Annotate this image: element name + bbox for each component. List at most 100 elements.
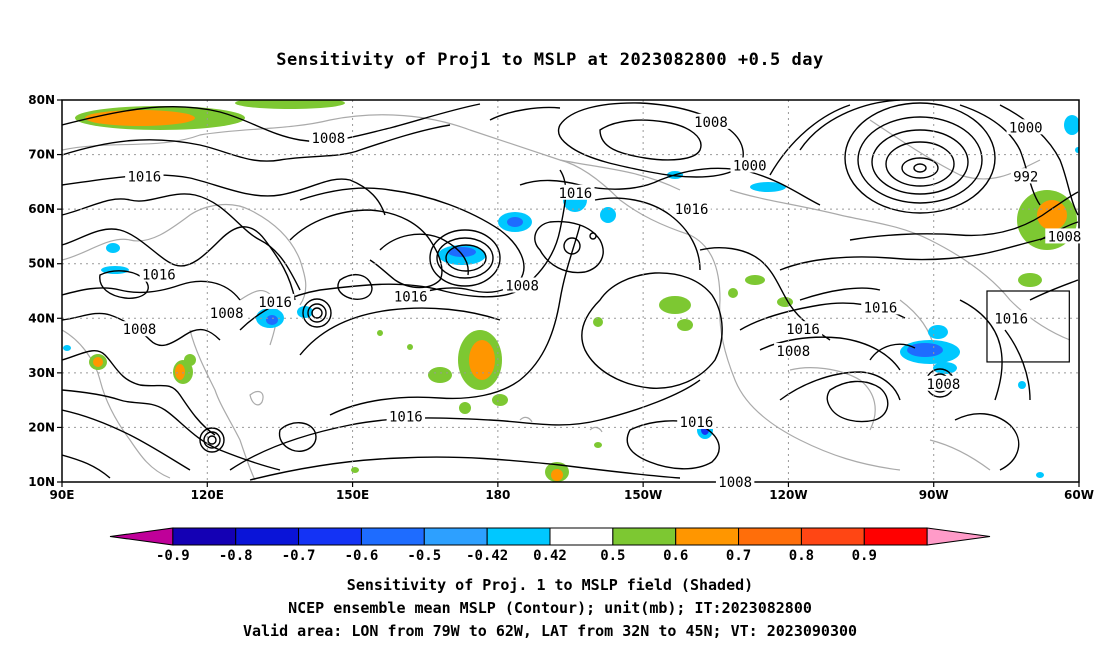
contour-label-bg — [125, 168, 164, 184]
contour-label: 1008 — [311, 131, 345, 147]
contour-label: 1016 — [994, 311, 1028, 327]
contour-label-bg — [992, 310, 1031, 326]
colorbar-label: -0.5 — [407, 548, 441, 564]
contour-label: 1008 — [505, 279, 539, 295]
mslp-contours — [62, 100, 1079, 481]
contour-label: 1008 — [694, 115, 728, 131]
colorbar-swatch — [360, 527, 425, 546]
colorbar-swatch — [738, 527, 802, 546]
contour-label: 1016 — [142, 268, 176, 284]
lat-tick-label: 70N — [28, 148, 55, 162]
contour-label-bg — [730, 157, 769, 173]
colorbar-swatch — [172, 527, 237, 546]
caption-line-2: NCEP ensemble mean MSLP (Contour); unit(… — [288, 599, 812, 617]
sensitivity-shading — [63, 100, 1079, 482]
contour-label-bg — [391, 288, 430, 304]
colorbar-swatch — [423, 527, 488, 546]
caption: Sensitivity of Proj. 1 to MSLP field (Sh… — [0, 574, 1100, 643]
colorbar-swatch — [486, 527, 551, 546]
contour-label-bg — [677, 413, 716, 429]
map-grid — [57, 99, 1080, 487]
contour-label-bg — [556, 184, 595, 200]
lat-tick-label: 60N — [28, 202, 55, 216]
colorbar-label: 0.9 — [852, 548, 877, 564]
lon-tick-label: 150E — [336, 488, 369, 502]
colorbar-label: 0.5 — [600, 548, 625, 564]
contour-label-bg — [774, 343, 813, 359]
colorbar-swatch — [612, 527, 677, 546]
caption-line-1: Sensitivity of Proj. 1 to MSLP field (Sh… — [346, 576, 754, 594]
lat-tick-label: 20N — [28, 420, 55, 434]
colorbar: -0.9 -0.8 -0.7 -0.6 -0.5 -0.42 0.42 0.5 0.6 0.7 0.… — [109, 527, 991, 564]
lon-tick-label: 120E — [191, 488, 224, 502]
contour-label: 1008 — [776, 344, 810, 360]
contour-label-bg — [386, 408, 426, 424]
contour-label-bg — [1010, 168, 1041, 184]
contour-label-bg — [924, 375, 963, 391]
lon-tick-label: 150W — [624, 488, 662, 502]
contour-label: 1016 — [389, 410, 423, 426]
contour-label: 1016 — [864, 300, 898, 316]
colorbar-swatch — [298, 527, 362, 546]
contour-label-bg — [715, 474, 755, 489]
contour-label: 1008 — [1048, 229, 1082, 245]
contour-label-bg — [783, 321, 823, 337]
contour-label: 1016 — [680, 415, 714, 431]
lon-tick-label: 90W — [919, 488, 949, 502]
lat-tick-label: 10N — [28, 475, 55, 489]
valid-box-rect — [986, 290, 1070, 363]
contour-label-bg — [1006, 119, 1045, 135]
contour-label: 1008 — [210, 306, 244, 322]
contour-label-bg — [120, 321, 159, 337]
axis-labels: 90E 120E 150E 180 150W 120W 90W 60W 10N 20N 30N 40N… — [28, 93, 1094, 502]
colorbar-label: 0.42 — [533, 548, 567, 564]
colorbar-label: -0.42 — [466, 548, 508, 564]
lat-tick-label: 50N — [28, 257, 55, 271]
lon-tick-label: 60W — [1064, 488, 1094, 502]
contour-label: 1016 — [558, 186, 592, 202]
contour-label: 1016 — [127, 169, 161, 185]
contour-label-bg — [1045, 228, 1084, 244]
colorbar-label: -0.9 — [156, 548, 190, 564]
contour-label-bg — [255, 293, 295, 309]
contour-label: 1000 — [733, 158, 767, 174]
contour-label: 1000 — [1009, 120, 1043, 136]
colorbar-swatch — [549, 527, 614, 546]
colorbar-swatch — [235, 527, 300, 546]
colorbar-label: -0.6 — [345, 548, 379, 564]
contour-labels: 1008 1016 1016 1008 1008 1016 1016 1008 1016 1016… — [120, 113, 1084, 491]
contour-label: 1016 — [675, 202, 709, 218]
lat-tick-label: 40N — [28, 311, 55, 325]
contour-label: 1008 — [927, 377, 961, 393]
colorbar-label: -0.7 — [282, 548, 316, 564]
map-frame — [61, 99, 1080, 483]
lon-tick-label: 180 — [485, 488, 510, 502]
contour-label: 1016 — [786, 322, 820, 338]
colorbar-swatch — [863, 527, 928, 546]
contour-label-bg — [139, 266, 179, 282]
lat-tick-label: 30N — [28, 366, 55, 380]
colorbar-label: 0.6 — [663, 548, 688, 564]
colorbar-end-high — [926, 527, 991, 546]
contour-label: 1008 — [718, 475, 752, 491]
lat-tick-label: 80N — [28, 93, 55, 107]
contour-label-bg — [691, 113, 731, 129]
contour-label-bg — [207, 304, 246, 320]
colorbar-label: 0.8 — [789, 548, 814, 564]
colorbar-swatch — [800, 527, 865, 546]
lon-tick-label: 90E — [50, 488, 75, 502]
colorbar-label: 0.7 — [726, 548, 751, 564]
contour-label: 1008 — [123, 322, 157, 338]
colorbar-end-low — [109, 527, 174, 546]
caption-line-3: Valid area: LON from 79W to 62W, LAT fro… — [242, 622, 858, 640]
contour-label-bg — [861, 299, 900, 315]
map-title: Sensitivity of Proj1 to MSLP at 20230828… — [276, 50, 824, 70]
colorbar-label: -0.8 — [219, 548, 253, 564]
colorbar-swatch — [675, 527, 740, 546]
contour-label: 1016 — [258, 295, 292, 311]
contour-label-bg — [309, 130, 348, 146]
contour-label-bg — [672, 201, 711, 217]
contour-label: 992 — [1013, 169, 1038, 185]
contour-label: 1016 — [394, 289, 428, 305]
